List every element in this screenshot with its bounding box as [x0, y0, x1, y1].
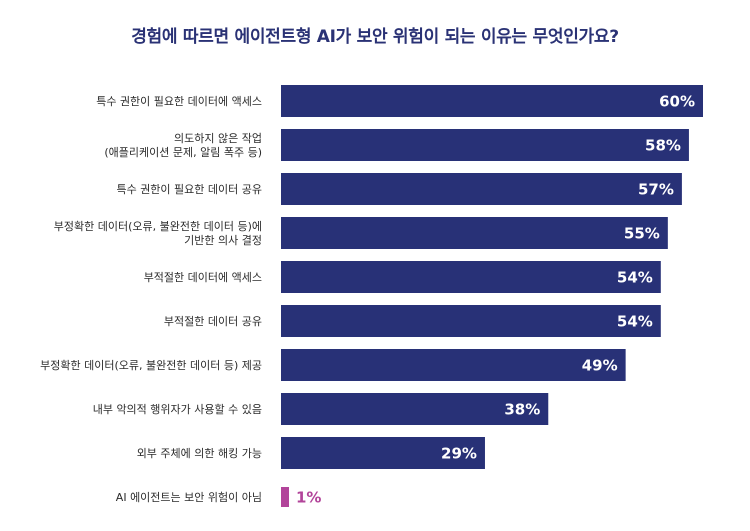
value-label: 57% [638, 181, 674, 199]
value-label: 60% [659, 93, 695, 111]
bar [281, 487, 289, 507]
category-label: 의도하지 않은 작업 (애플리케이션 문제, 알림 폭주 등) [104, 131, 262, 159]
bar [281, 173, 682, 205]
bar [281, 437, 485, 469]
value-label: 55% [624, 225, 660, 243]
bar [281, 349, 626, 381]
bar [281, 85, 703, 117]
category-label: 특수 권한이 필요한 데이터 공유 [116, 183, 262, 196]
category-label: 외부 주체에 의한 해킹 가능 [137, 446, 262, 460]
bar [281, 261, 661, 293]
category-label: 부정확한 데이터(오류, 불완전한 데이터 등)에 기반한 의사 결정 [54, 220, 262, 247]
bar [281, 129, 689, 161]
value-label: 54% [617, 313, 653, 331]
category-label: AI 에이전트는 보안 위험이 아님 [116, 491, 262, 504]
value-label: 29% [441, 445, 477, 463]
value-label: 58% [645, 137, 681, 155]
value-label: 1% [296, 489, 321, 507]
category-label: 부정확한 데이터(오류, 불완전한 데이터 등) 제공 [40, 359, 262, 372]
chart-title: 경험에 따르면 에이전트형 AI가 보안 위험이 되는 이유는 무엇인가요? [131, 27, 619, 47]
category-label: 내부 악의적 행위자가 사용할 수 있음 [93, 403, 262, 416]
bar [281, 217, 668, 249]
value-label: 38% [504, 401, 540, 419]
bar [281, 393, 549, 425]
value-label: 49% [582, 357, 618, 375]
bar [281, 305, 661, 337]
category-label: 부적절한 데이터에 액세스 [144, 271, 262, 284]
category-label: 부적절한 데이터 공유 [164, 315, 262, 328]
value-label: 54% [617, 269, 653, 287]
category-label: 특수 권한이 필요한 데이터에 액세스 [96, 95, 262, 108]
